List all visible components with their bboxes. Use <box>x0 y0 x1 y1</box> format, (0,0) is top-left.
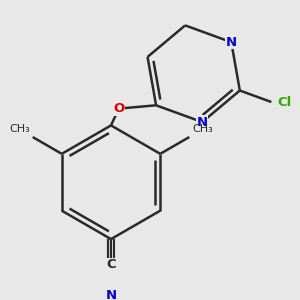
Text: CH₃: CH₃ <box>9 124 30 134</box>
Text: Cl: Cl <box>278 95 292 109</box>
Text: N: N <box>196 116 208 129</box>
Text: N: N <box>226 36 237 49</box>
Text: N: N <box>105 290 117 300</box>
Text: O: O <box>113 102 124 115</box>
Text: C: C <box>106 258 116 272</box>
Text: CH₃: CH₃ <box>192 124 213 134</box>
